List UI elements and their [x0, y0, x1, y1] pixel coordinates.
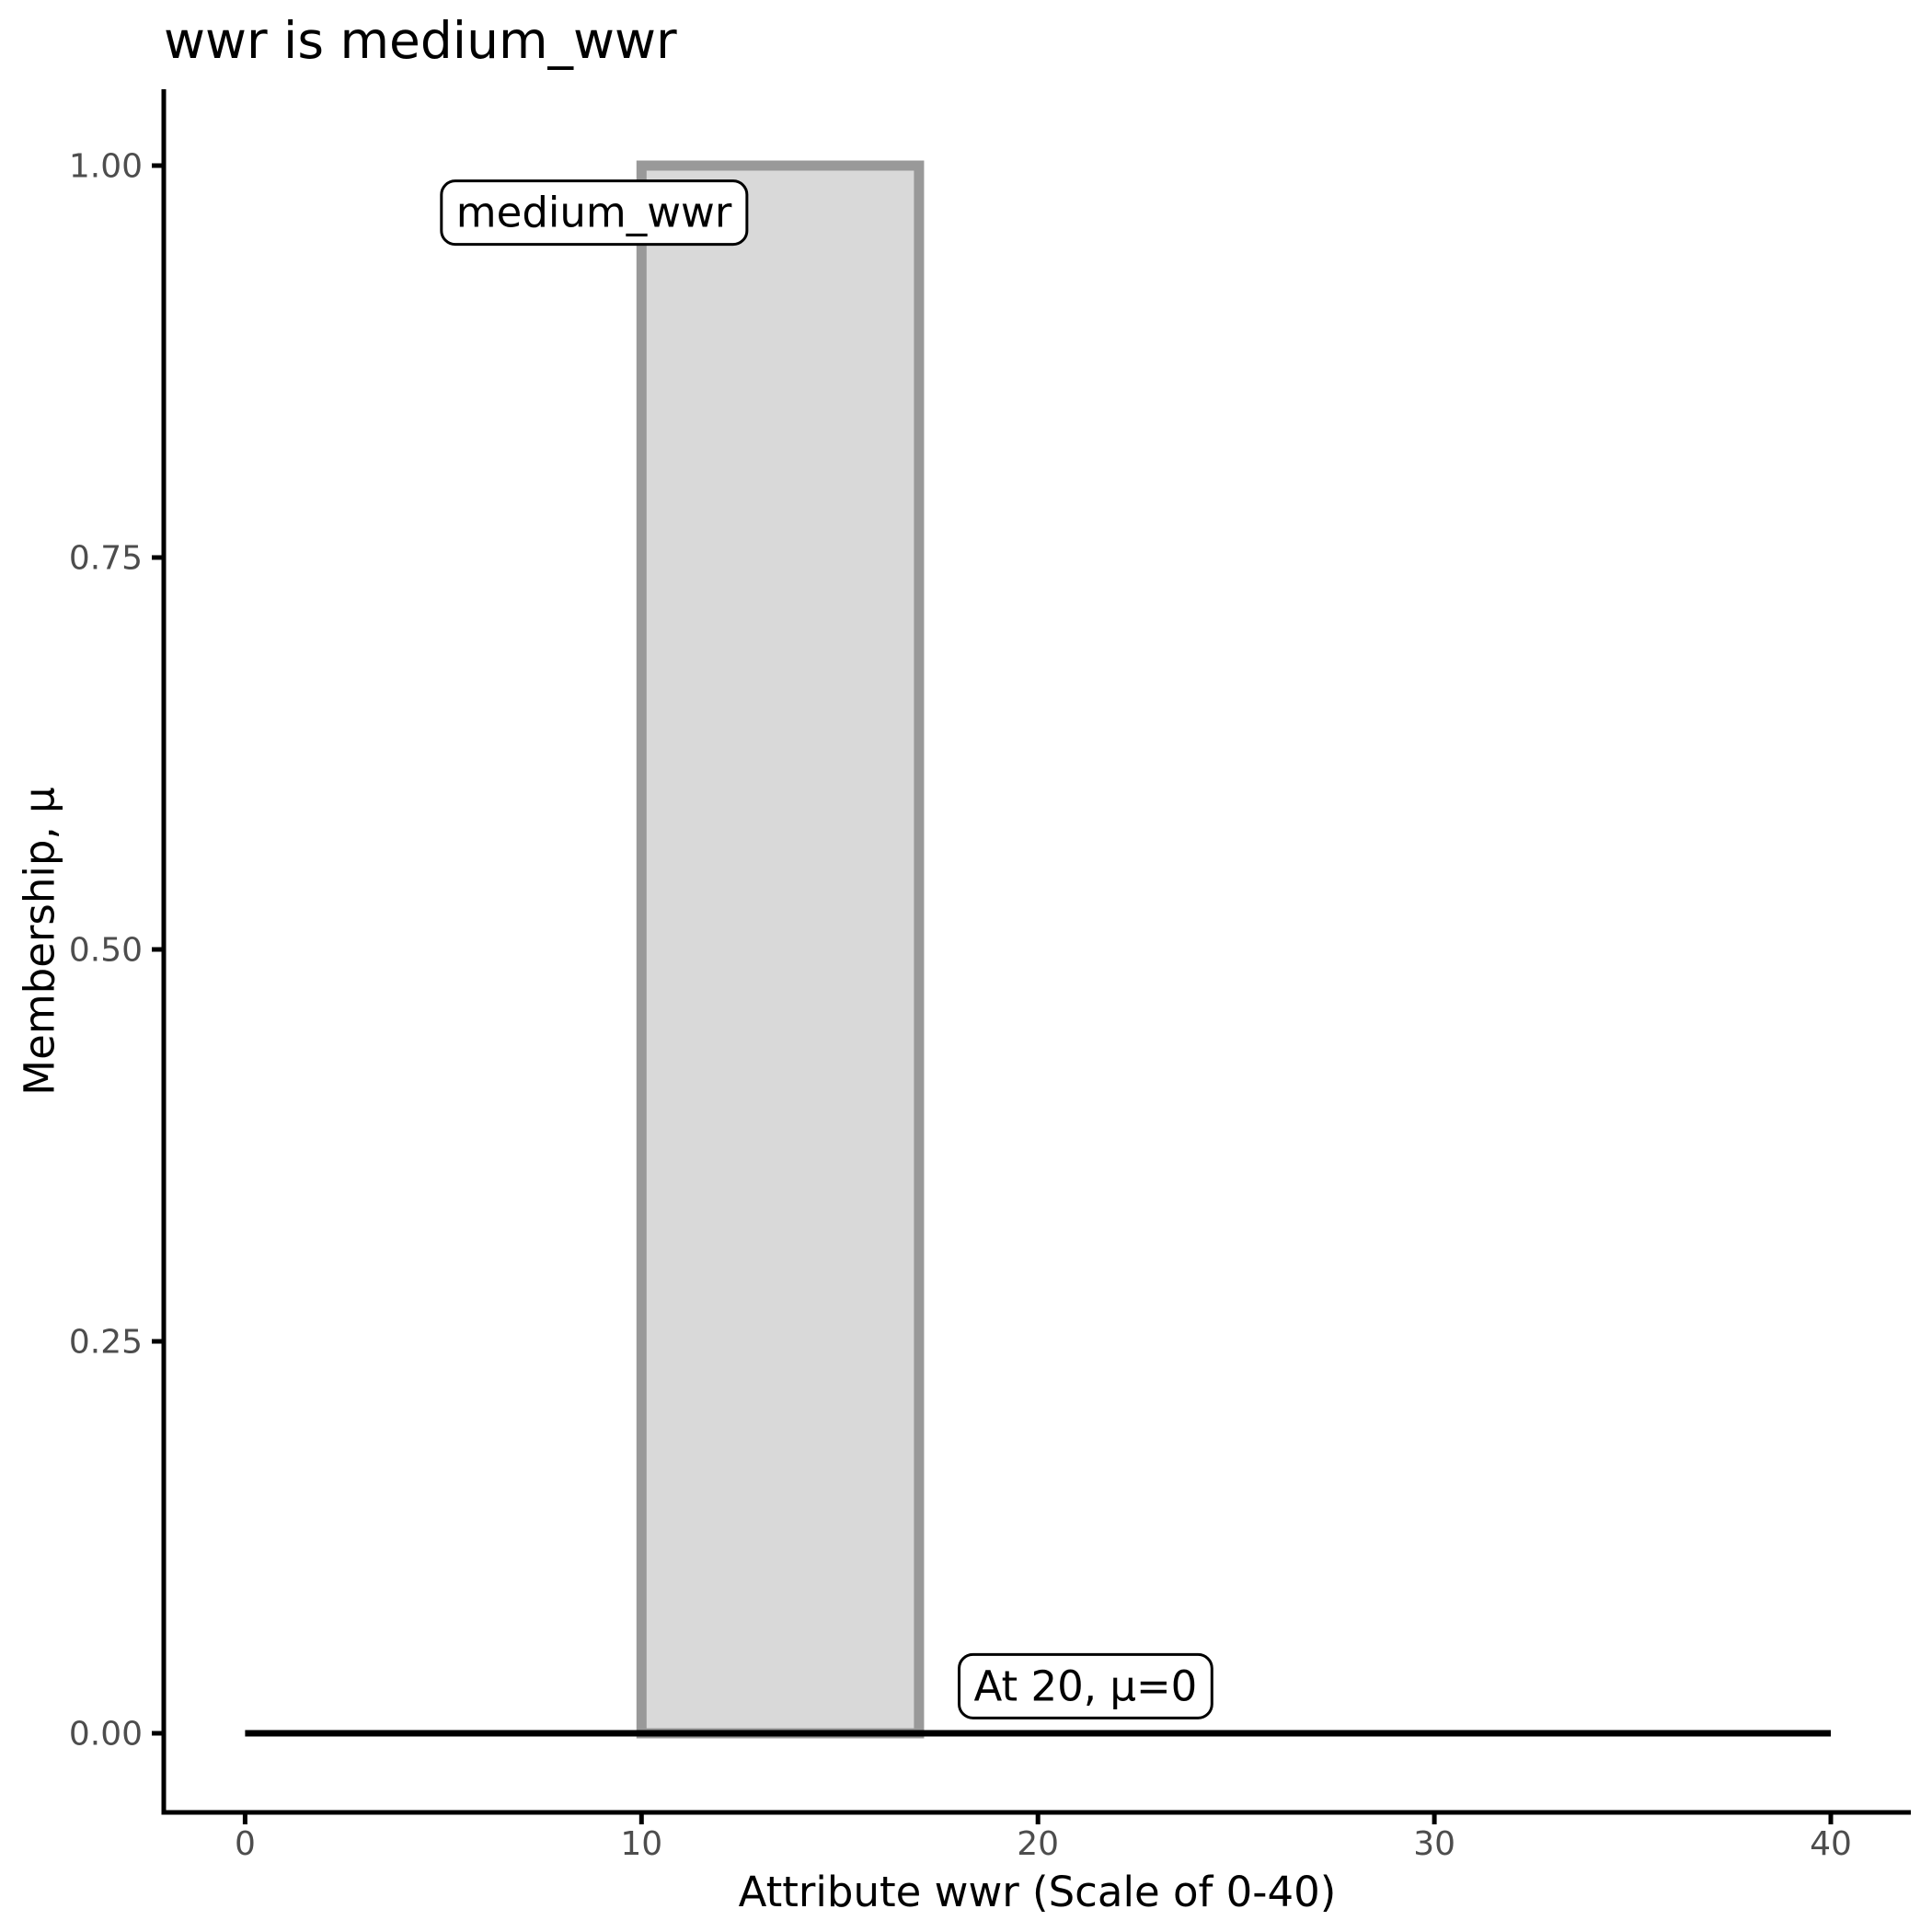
y-tick-label: 0.50	[69, 932, 143, 970]
y-tick-label: 0.75	[69, 540, 143, 578]
annotation-text-set-label: medium_wwr	[456, 189, 732, 237]
x-axis-title: Attribute wwr (Scale of 0-40)	[738, 1868, 1337, 1916]
x-tick-label: 10	[620, 1825, 662, 1863]
x-tick-label: 20	[1017, 1825, 1059, 1863]
y-axis-title: Membership, μ	[15, 787, 64, 1096]
y-tick-label: 0.00	[69, 1716, 143, 1754]
y-tick-label: 1.00	[69, 148, 143, 186]
y-tick-label: 0.25	[69, 1324, 143, 1362]
x-tick-label: 0	[235, 1825, 256, 1863]
annotation-box-set-label	[440, 179, 749, 247]
annotation-text-point-label: At 20, μ=0	[974, 1662, 1198, 1710]
annotation-box-point-label	[958, 1652, 1213, 1719]
chart-title: wwr is medium_wwr	[164, 11, 677, 70]
x-tick-label: 30	[1413, 1825, 1455, 1863]
fuzzy-set-rect	[636, 160, 925, 1739]
x-tick-label: 40	[1810, 1825, 1852, 1863]
